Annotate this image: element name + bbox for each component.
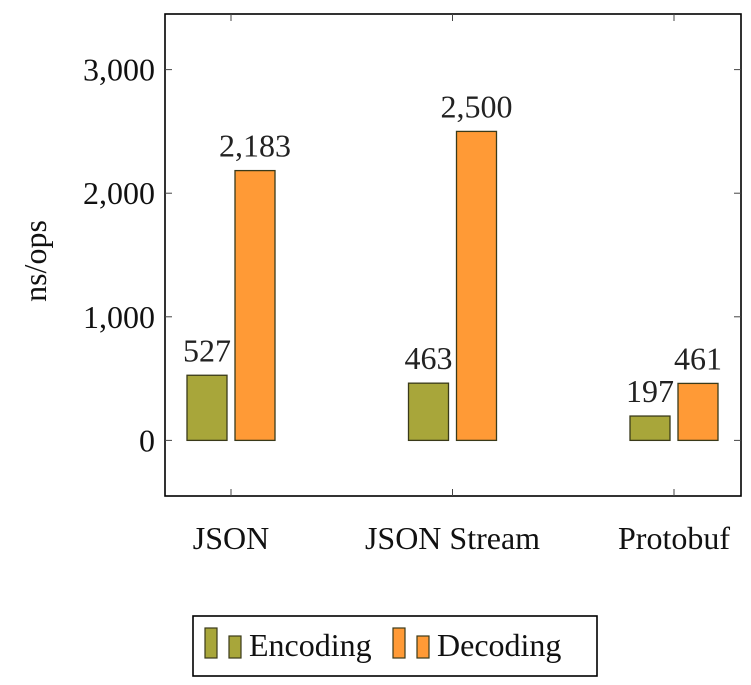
data-label: 2,183 xyxy=(219,128,291,164)
legend-label: Decoding xyxy=(437,627,561,663)
bar-decoding-json-stream xyxy=(457,131,497,440)
data-label: 197 xyxy=(626,373,674,409)
y-tick-label: 3,000 xyxy=(83,52,155,88)
bar-decoding-protobuf xyxy=(678,383,718,440)
x-tick-label: Protobuf xyxy=(618,520,730,556)
bar-encoding-protobuf xyxy=(630,416,670,440)
bar-encoding-json xyxy=(187,375,227,440)
legend-swatch xyxy=(205,628,217,658)
y-axis-title: ns/ops xyxy=(17,220,53,302)
y-tick-label: 2,000 xyxy=(83,175,155,211)
x-tick-label: JSON xyxy=(193,520,269,556)
x-tick-label: JSON Stream xyxy=(365,520,540,556)
legend-swatch xyxy=(229,636,241,658)
bar-encoding-json-stream xyxy=(409,383,449,440)
y-tick-label: 1,000 xyxy=(83,299,155,335)
legend: Encoding Decoding xyxy=(193,616,597,676)
data-label: 527 xyxy=(183,332,231,368)
legend-swatch xyxy=(393,628,405,658)
bar-decoding-json xyxy=(235,171,275,441)
y-tick-label: 0 xyxy=(139,422,155,458)
legend-swatch xyxy=(417,636,429,658)
legend-label: Encoding xyxy=(249,627,372,663)
data-label: 463 xyxy=(405,340,453,376)
axes: 0 1,000 2,000 3,000 JSON JSON Stream Protobuf xyxy=(83,14,741,556)
data-label: 2,500 xyxy=(441,88,513,124)
data-label: 461 xyxy=(674,340,722,376)
